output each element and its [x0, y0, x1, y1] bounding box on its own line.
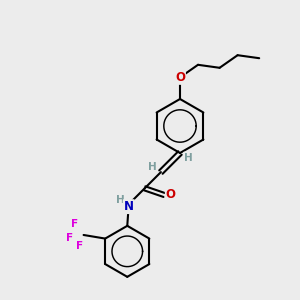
- Text: H: H: [148, 162, 157, 172]
- Text: H: H: [184, 152, 193, 163]
- Text: O: O: [166, 188, 176, 202]
- Text: F: F: [76, 242, 82, 251]
- Text: H: H: [116, 195, 125, 205]
- Text: F: F: [71, 219, 78, 229]
- Text: F: F: [66, 233, 73, 243]
- Text: N: N: [124, 200, 134, 213]
- Text: O: O: [175, 71, 185, 84]
